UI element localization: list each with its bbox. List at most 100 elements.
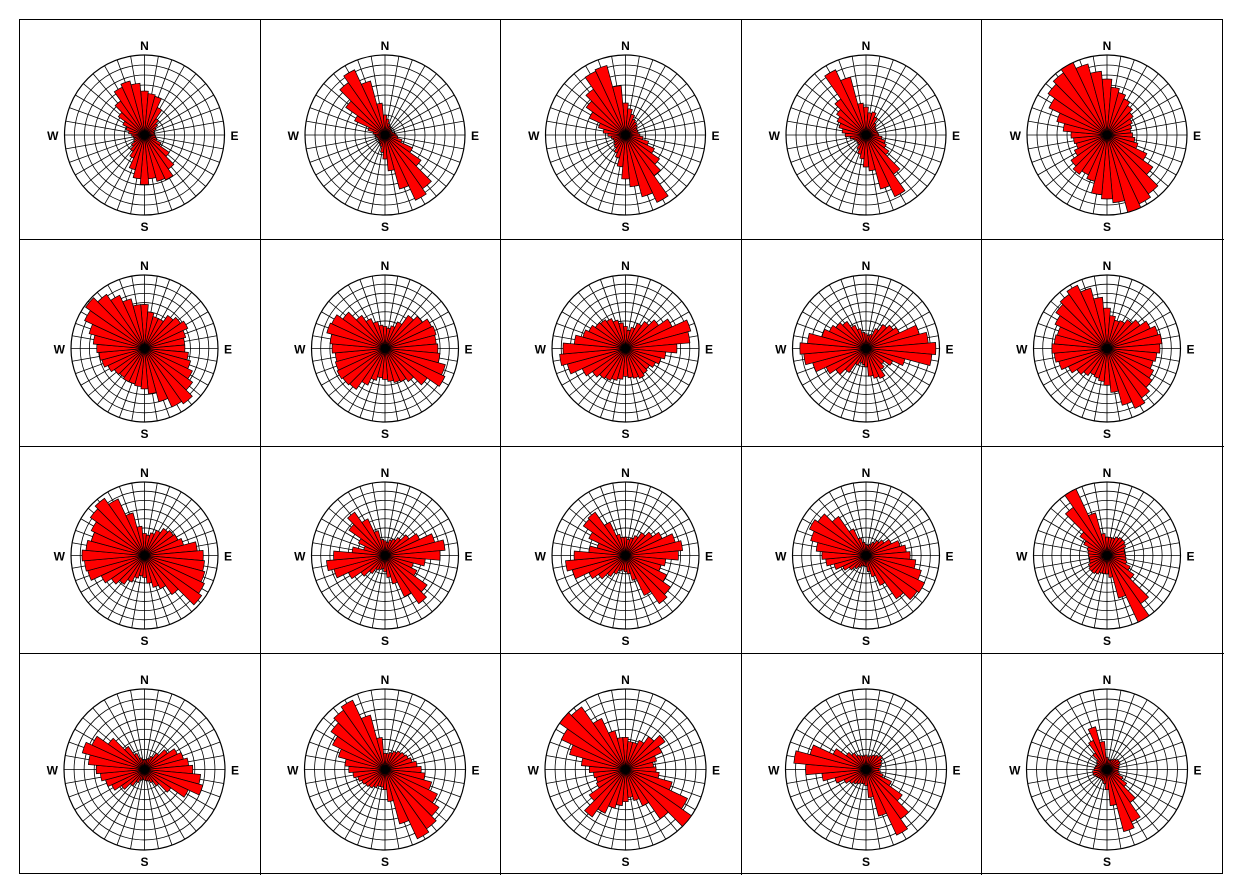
rose-petal bbox=[625, 134, 640, 188]
rose-petal bbox=[1106, 348, 1146, 409]
grid-spoke bbox=[144, 693, 173, 770]
rose-petal bbox=[1106, 333, 1163, 349]
rose-petal bbox=[625, 540, 683, 556]
rose-petal bbox=[625, 745, 663, 770]
rose-petal bbox=[144, 320, 189, 349]
center-hub bbox=[381, 344, 389, 353]
rose-petal bbox=[372, 321, 386, 349]
compass-label-north: N bbox=[381, 466, 390, 480]
center-hub bbox=[381, 551, 389, 560]
grid-spoke bbox=[625, 120, 705, 136]
rose-petal bbox=[384, 555, 392, 578]
rose-petal bbox=[865, 769, 874, 798]
grid-spoke bbox=[1106, 755, 1187, 770]
rose-petal bbox=[865, 555, 918, 601]
rose-petal bbox=[799, 342, 867, 355]
rose-petal bbox=[342, 311, 386, 349]
rose-petal bbox=[625, 769, 650, 807]
rose-petal bbox=[842, 320, 867, 349]
rose-petal bbox=[108, 498, 145, 556]
compass-label-north: N bbox=[381, 259, 390, 273]
grid-spoke bbox=[625, 94, 695, 136]
rose-petal bbox=[625, 769, 692, 827]
rose-petal bbox=[384, 769, 430, 840]
grid-spoke bbox=[814, 134, 867, 197]
compass-label-north: N bbox=[140, 466, 149, 480]
rose-diagram-14: N S E W bbox=[742, 447, 982, 654]
grid-spoke bbox=[315, 134, 386, 176]
rose-petal bbox=[144, 348, 183, 408]
rose-petal bbox=[384, 769, 410, 825]
compass-label-south: S bbox=[621, 427, 629, 441]
rose-petal bbox=[587, 511, 626, 556]
compass-label-east: E bbox=[1187, 343, 1195, 357]
rose-petal bbox=[384, 348, 428, 386]
rose-petal bbox=[625, 348, 640, 379]
compass-label-east: E bbox=[952, 129, 960, 143]
rose-petal bbox=[831, 515, 867, 556]
rose-petal bbox=[1093, 296, 1108, 349]
rose-diagram-6: N S E W bbox=[20, 240, 261, 447]
rose-petal bbox=[573, 550, 626, 561]
rose-petal bbox=[594, 65, 626, 136]
rose-petal bbox=[384, 134, 395, 172]
compass-label-west: W bbox=[768, 764, 780, 778]
rose-petal bbox=[865, 555, 904, 600]
grid-spoke bbox=[550, 134, 626, 163]
rose-petal bbox=[856, 328, 867, 349]
rose-petal bbox=[625, 769, 669, 820]
grid-spoke bbox=[796, 134, 867, 176]
grid-spoke bbox=[625, 107, 701, 136]
rose-petal bbox=[333, 550, 386, 561]
compass-label-west: W bbox=[528, 129, 540, 143]
compass-label-south: S bbox=[140, 220, 148, 234]
rose-petal bbox=[144, 348, 157, 395]
grid-spoke bbox=[130, 769, 145, 849]
rose-petal bbox=[1073, 134, 1108, 157]
rose-petal bbox=[1087, 726, 1108, 770]
compass-label-south: S bbox=[1103, 634, 1111, 648]
grid-spoke bbox=[865, 94, 936, 136]
rose-petal bbox=[865, 134, 906, 198]
rose-petal bbox=[562, 342, 626, 355]
rose-petal bbox=[110, 294, 145, 349]
center-hub bbox=[140, 551, 149, 560]
rose-petal bbox=[856, 754, 867, 770]
rose-petal bbox=[845, 751, 867, 770]
rose-petal bbox=[865, 555, 871, 572]
compass-label-north: N bbox=[862, 673, 871, 687]
rose-petal bbox=[809, 744, 867, 770]
rose-petal bbox=[130, 82, 145, 136]
rose-petal bbox=[144, 118, 160, 136]
compass-label-west: W bbox=[775, 550, 787, 564]
grid-spoke bbox=[1037, 728, 1108, 770]
center-hub bbox=[862, 131, 870, 139]
grid-spoke bbox=[384, 73, 437, 136]
compass-label-south: S bbox=[140, 427, 148, 441]
grid-spoke bbox=[69, 134, 145, 163]
rose-petal bbox=[1088, 555, 1108, 564]
compass-label-north: N bbox=[140, 673, 149, 687]
compass-label-east: E bbox=[712, 129, 720, 143]
rose-petal bbox=[360, 80, 386, 136]
compass-label-west: W bbox=[1010, 129, 1022, 143]
compass-label-south: S bbox=[621, 220, 629, 234]
rose-petal bbox=[865, 348, 894, 366]
rose-diagram-10: N S E W bbox=[982, 240, 1224, 447]
rose-petal bbox=[1088, 555, 1108, 572]
rose-petal bbox=[1106, 348, 1133, 406]
compass-label-south: S bbox=[1103, 427, 1111, 441]
rose-petal bbox=[625, 755, 658, 770]
compass-label-south: S bbox=[862, 427, 870, 441]
rose-petal bbox=[618, 322, 626, 349]
rose-petal bbox=[1100, 533, 1108, 556]
rose-petal bbox=[381, 348, 389, 380]
compass-label-west: W bbox=[535, 343, 547, 357]
grid-spoke bbox=[1045, 717, 1108, 770]
compass-label-south: S bbox=[381, 427, 389, 441]
rose-petal bbox=[625, 555, 652, 596]
rose-petal bbox=[864, 348, 868, 368]
rose-petal bbox=[616, 737, 626, 770]
grid-spoke bbox=[1054, 769, 1108, 832]
rose-petal bbox=[865, 342, 937, 355]
